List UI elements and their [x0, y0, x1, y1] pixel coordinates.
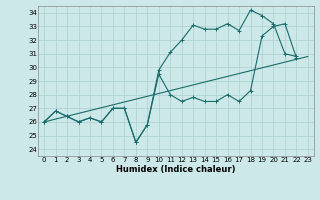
X-axis label: Humidex (Indice chaleur): Humidex (Indice chaleur) [116, 165, 236, 174]
